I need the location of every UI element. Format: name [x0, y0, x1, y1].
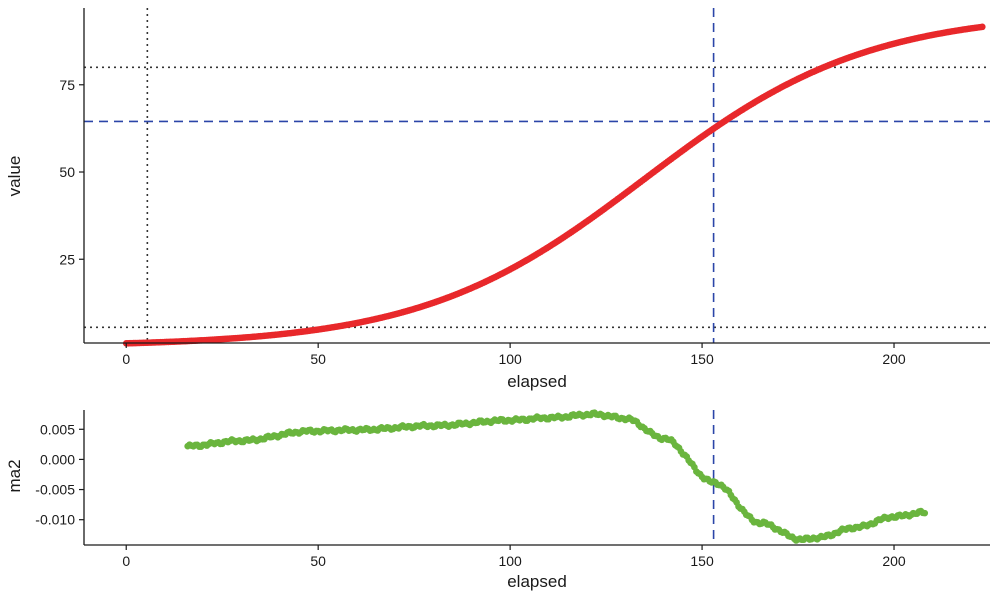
x-tick-label: 200 — [882, 553, 906, 569]
top-reference-lines — [84, 8, 990, 343]
ma2-point — [921, 509, 929, 517]
top-x-axis-title: elapsed — [507, 372, 567, 391]
y-tick-label: 75 — [59, 77, 75, 93]
value-panel: 0 50 100 150 200 25 50 75 elapsed value — [5, 8, 990, 391]
y-tick-label: -0.005 — [35, 482, 75, 498]
bottom-y-axis-title: ma2 — [5, 459, 24, 492]
x-tick-label: 100 — [498, 351, 522, 367]
bottom-axes: 0 50 100 150 200 0.005 0.000 -0.005 -0.010 — [35, 410, 990, 569]
x-tick-label: 0 — [122, 553, 130, 569]
y-tick-label: 0.000 — [40, 451, 75, 467]
y-tick-label: -0.010 — [35, 512, 75, 528]
x-tick-label: 50 — [310, 553, 326, 569]
ma2-panel: 0 50 100 150 200 0.005 0.000 -0.005 -0.010 elaps… — [5, 409, 990, 591]
y-tick-label: 50 — [59, 164, 75, 180]
value-points — [122, 23, 986, 347]
y-tick-label: 25 — [59, 251, 75, 267]
ma2-points — [184, 409, 929, 544]
x-tick-label: 200 — [882, 351, 906, 367]
x-tick-label: 100 — [498, 553, 522, 569]
x-tick-label: 0 — [122, 351, 130, 367]
value-point — [979, 23, 986, 31]
x-tick-label: 150 — [690, 351, 714, 367]
x-tick-label: 150 — [690, 553, 714, 569]
bottom-x-axis-title: elapsed — [507, 572, 567, 591]
x-tick-label: 50 — [310, 351, 326, 367]
top-y-axis-title: value — [5, 156, 24, 197]
y-tick-label: 0.005 — [40, 421, 75, 437]
top-axes: 0 50 100 150 200 25 50 75 — [59, 8, 990, 367]
